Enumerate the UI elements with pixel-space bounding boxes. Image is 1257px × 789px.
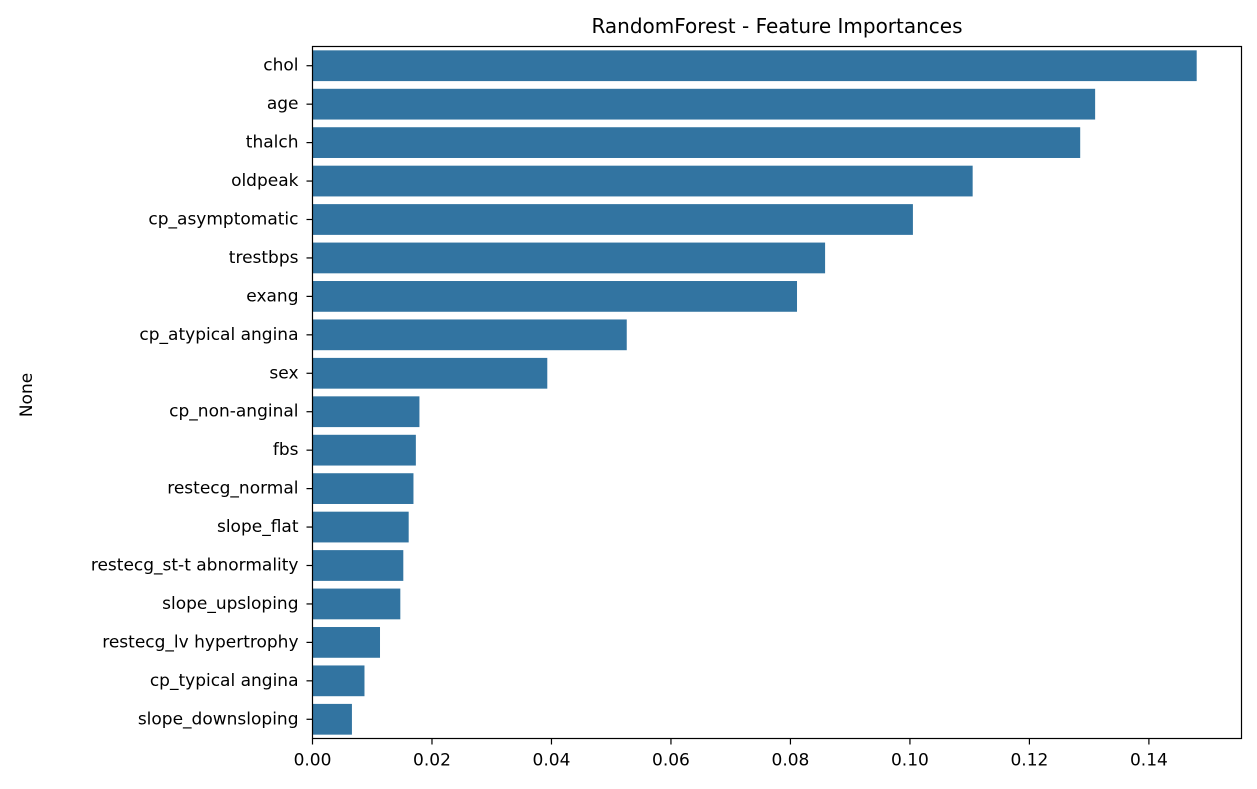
x-tick-label: 0.14 [1130,751,1168,771]
y-tick-label: cp_typical angina [150,671,299,691]
y-tick-label: cp_asymptomatic [148,210,298,230]
y-tick-label: slope_upsloping [162,594,298,614]
bars-group [312,50,1197,735]
y-tick-label: slope_flat [217,517,299,537]
x-tick-label: 0.12 [1010,751,1048,771]
y-tick-label: sex [269,363,298,383]
plot-frame [311,45,1243,740]
x-tick-label: 0.04 [533,751,571,771]
x-tick-label: 0.02 [413,751,451,771]
y-axis-ticks: chol age thalch oldpeak cp_asymptomatictrest… [91,56,313,729]
x-tick-label: 0.08 [772,751,810,771]
y-tick-label: thalch [246,133,299,153]
y-tick-label: cp_atypical angina [139,325,298,345]
bar-thalch [312,127,1081,158]
bar-cp-non-anginal [312,396,420,428]
bar-slope-upsloping [312,588,401,620]
bar-fbs [312,434,416,466]
y-axis-label: None [17,373,37,417]
bar-slope-downsloping [312,703,352,735]
bar-exang [312,281,798,312]
x-axis-ticks: 0.00 0.02 0.04 0.06 0.08 0.10 0.12 0.14 [294,738,1168,771]
y-tick-label: slope_downsloping [138,709,299,729]
x-tick-label: 0.00 [294,751,332,771]
bar-cp-asymptomatic [312,204,913,235]
x-tick-label: 0.06 [652,751,690,771]
y-tick-label: chol [263,56,298,76]
bar-trestbps [312,242,826,274]
bar-slope-flat [312,511,409,543]
bar-oldpeak [312,165,973,197]
y-tick-label: restecg_st-t abnormality [91,556,299,576]
y-tick-label: restecg_lv hypertrophy [102,632,298,652]
y-tick-label: exang [246,286,298,306]
bar-restecg-lv-hypertrophy [312,627,381,658]
bar-restecg-st-t-abnormality [312,550,404,581]
y-tick-label: oldpeak [231,171,299,191]
y-tick-label: fbs [273,440,299,460]
y-tick-label: age [267,94,299,114]
bar-sex [312,357,548,389]
y-tick-label: trestbps [229,248,299,268]
bar-age [312,88,1096,120]
bar-cp-typical-angina [312,665,365,697]
chart-title: RandomForest - Feature Importances [591,14,962,38]
y-tick-label: restecg_normal [167,479,298,499]
x-tick-label: 0.10 [891,751,929,771]
bar-cp-atypical-angina [312,319,627,351]
y-tick-label: cp_non-anginal [169,402,298,422]
bar-restecg-normal [312,473,414,504]
bar-chol [312,50,1197,82]
